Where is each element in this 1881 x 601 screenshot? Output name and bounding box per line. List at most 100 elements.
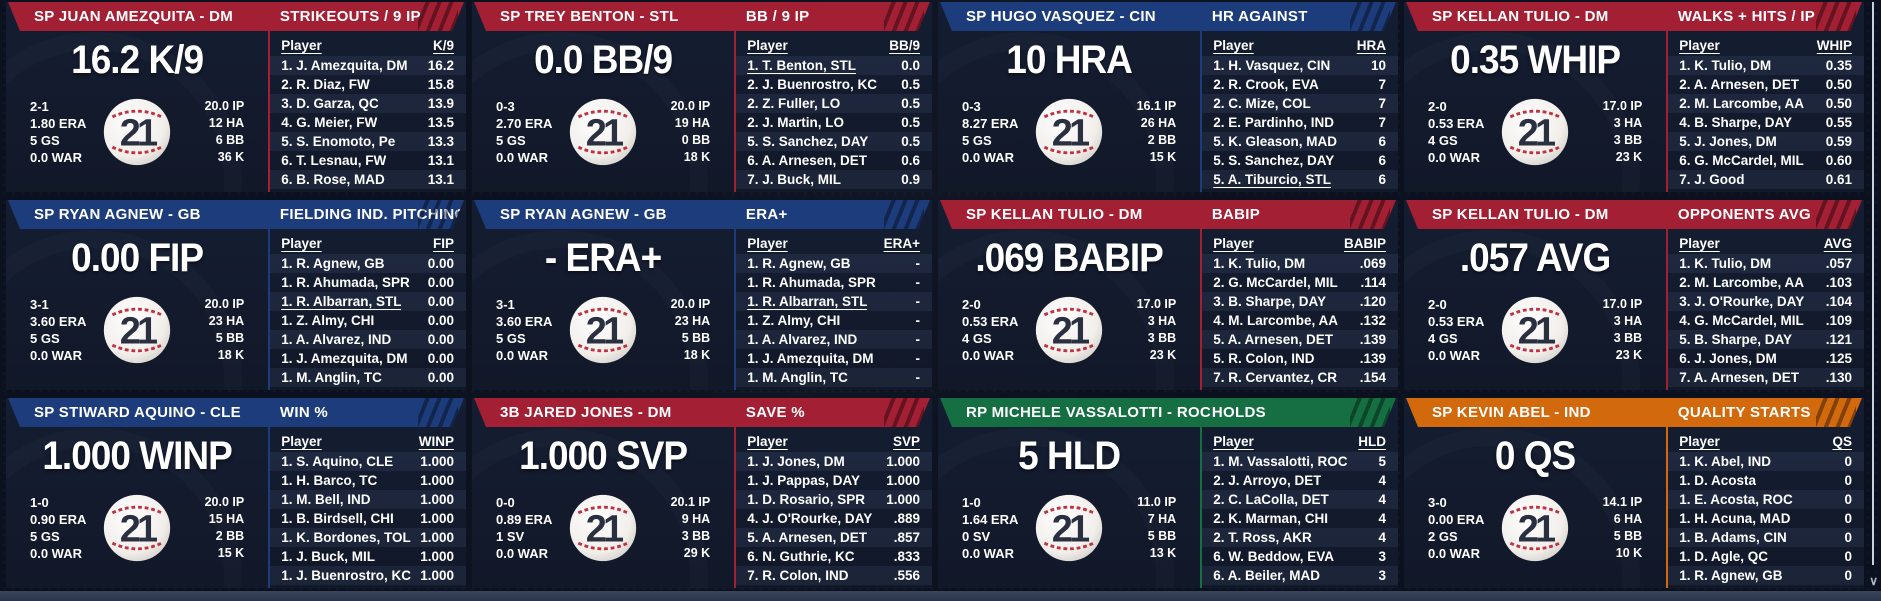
leader-player[interactable]: 1. J. Buck, MIL [281,549,375,564]
leader-player[interactable]: 4. J. O'Rourke, DAY [747,511,873,526]
leader-player[interactable]: 2. J. Buenrostro, KC [747,77,877,92]
team-logo[interactable]: 21 [567,96,639,168]
team-logo[interactable]: 21 [1499,294,1571,366]
leader-player[interactable]: 1. R. Albarran, STL [747,294,868,309]
leader-player[interactable]: 1. K. Tulio, DM [1213,256,1306,271]
leader-player[interactable]: 2. K. Marman, CHI [1213,511,1328,526]
leader-player[interactable]: 5. A. Arnesen, DET [1213,332,1333,347]
card-player-title[interactable]: SP JUAN AMEZQUITA - DM [34,8,234,25]
leader-player[interactable]: 5. A. Arnesen, DET [747,530,867,545]
leader-player[interactable]: 3. B. Sharpe, DAY [1213,294,1326,309]
leader-player[interactable]: 2. C. LaColla, DET [1213,492,1329,507]
team-logo[interactable]: 21 [1033,294,1105,366]
leader-player[interactable]: 7. R. Colon, IND [747,568,849,583]
card-player-title[interactable]: SP HUGO VASQUEZ - CIN [966,8,1156,25]
card-player-title[interactable]: SP KELLAN TULIO - DM [966,206,1143,223]
leader-player[interactable]: 1. R. Agnew, GB [747,256,851,271]
team-logo[interactable]: 21 [567,492,639,564]
leader-player[interactable]: 3. J. O'Rourke, DAY [1679,294,1805,309]
leader-player[interactable]: 4. G. Meier, FW [281,115,378,130]
chevron-down-icon[interactable]: ∨ [1869,574,1878,588]
leader-player[interactable]: 1. B. Birdsell, CHI [281,511,394,526]
leader-player[interactable]: 1. S. Aquino, CLE [281,454,394,469]
leader-player[interactable]: 5. S. Enomoto, Pe [281,134,396,149]
team-logo[interactable]: 21 [101,294,173,366]
leader-player[interactable]: 1. M. Bell, IND [281,492,371,507]
card-player-title[interactable]: SP KEVIN ABEL - IND [1432,404,1591,421]
leader-player[interactable]: 2. E. Pardinho, IND [1213,115,1334,130]
team-logo[interactable]: 21 [101,96,173,168]
leader-player[interactable]: 6. B. Rose, MAD [281,172,385,187]
leader-player[interactable]: 1. H. Barco, TC [281,473,378,488]
leader-player[interactable]: 2. T. Ross, AKR [1213,530,1312,545]
leader-player[interactable]: 5. S. Sanchez, DAY [747,134,869,149]
leader-player[interactable]: 1. M. Vassalotti, ROC [1213,454,1348,469]
leader-player[interactable]: 1. R. Agnew, GB [281,256,385,271]
leader-player[interactable]: 1. D. Rosario, SPR [747,492,865,507]
card-player-title[interactable]: SP KELLAN TULIO - DM [1432,8,1609,25]
leader-player[interactable]: 6. G. McCardel, MIL [1679,153,1804,168]
leader-player[interactable]: 1. R. Albarran, STL [281,294,402,309]
leader-player[interactable]: 5. J. Jones, DM [1679,134,1777,149]
leader-player[interactable]: 1. B. Adams, CIN [1679,530,1787,545]
leader-player[interactable]: 2. G. McCardel, MIL [1213,275,1338,290]
card-player-title[interactable]: SP TREY BENTON - STL [500,8,679,25]
leader-player[interactable]: 5. S. Sanchez, DAY [1213,153,1335,168]
leader-player[interactable]: 1. J. Amezquita, DM [281,58,408,73]
leader-player[interactable]: 3. D. Garza, QC [281,96,379,111]
card-player-title[interactable]: SP KELLAN TULIO - DM [1432,206,1609,223]
leader-player[interactable]: 1. E. Acosta, ROC [1679,492,1793,507]
leader-player[interactable]: 2. J. Arroyo, DET [1213,473,1322,488]
leader-player[interactable]: 2. C. Mize, COL [1213,96,1311,111]
leader-player[interactable]: 1. M. Anglin, TC [281,370,382,385]
leader-player[interactable]: 1. J. Jones, DM [747,454,845,469]
leader-player[interactable]: 5. R. Colon, IND [1213,351,1315,366]
leader-player[interactable]: 1. K. Tulio, DM [1679,256,1772,271]
team-logo[interactable]: 21 [1499,96,1571,168]
leader-player[interactable]: 1. T. Benton, STL [747,58,856,73]
leader-player[interactable]: 1. Z. Almy, CHI [281,313,375,328]
leader-player[interactable]: 1. R. Ahumada, SPR [281,275,410,290]
leader-player[interactable]: 4. M. Larcombe, AA [1213,313,1338,328]
leader-player[interactable]: 1. K. Abel, IND [1679,454,1771,469]
leader-player[interactable]: 5. A. Tiburcio, STL [1213,172,1331,187]
leader-player[interactable]: 1. K. Tulio, DM [1679,58,1772,73]
card-player-title[interactable]: 3B JARED JONES - DM [500,404,672,421]
leader-player[interactable]: 5. K. Gleason, MAD [1213,134,1337,149]
leader-player[interactable]: 6. A. Arnesen, DET [747,153,867,168]
team-logo[interactable]: 21 [1499,492,1571,564]
leader-player[interactable]: 7. J. Buck, MIL [747,172,841,187]
leader-player[interactable]: 7. J. Good [1679,172,1745,187]
leader-player[interactable]: 2. Z. Fuller, LO [747,96,841,111]
leader-player[interactable]: 6. A. Beiler, MAD [1213,568,1320,583]
leader-player[interactable]: 4. B. Sharpe, DAY [1679,115,1792,130]
card-player-title[interactable]: SP RYAN AGNEW - GB [500,206,667,223]
team-logo[interactable]: 21 [101,492,173,564]
leader-player[interactable]: 7. R. Cervantez, CR [1213,370,1337,385]
leader-player[interactable]: 1. R. Ahumada, SPR [747,275,876,290]
team-logo[interactable]: 21 [1033,96,1105,168]
leader-player[interactable]: 1. J. Amezquita, DM [281,351,408,366]
card-player-title[interactable]: RP MICHELE VASSALOTTI - ROC [966,404,1212,421]
leader-player[interactable]: 1. D. Acosta [1679,473,1756,488]
leader-player[interactable]: 1. H. Vasquez, CIN [1213,58,1331,73]
scrollbar-thumb[interactable] [1872,2,1874,565]
leader-player[interactable]: 2. M. Larcombe, AA [1679,96,1804,111]
leader-player[interactable]: 1. R. Agnew, GB [1679,568,1783,583]
leader-player[interactable]: 1. M. Anglin, TC [747,370,848,385]
team-logo[interactable]: 21 [1033,492,1105,564]
leader-player[interactable]: 1. J. Pappas, DAY [747,473,860,488]
card-player-title[interactable]: SP STIWARD AQUINO - CLE [34,404,241,421]
leader-player[interactable]: 2. J. Martin, LO [747,115,844,130]
leader-player[interactable]: 1. K. Bordones, TOL [281,530,411,545]
leader-player[interactable]: 5. B. Sharpe, DAY [1679,332,1792,347]
leader-player[interactable]: 2. R. Crook, EVA [1213,77,1319,92]
leader-player[interactable]: 2. R. Diaz, FW [281,77,370,92]
leader-player[interactable]: 1. J. Buenrostro, KC [281,568,411,583]
leader-player[interactable]: 1. D. Agle, QC [1679,549,1768,564]
leader-player[interactable]: 1. A. Alvarez, IND [281,332,392,347]
leader-player[interactable]: 6. N. Guthrie, KC [747,549,855,564]
team-logo[interactable]: 21 [567,294,639,366]
card-player-title[interactable]: SP RYAN AGNEW - GB [34,206,201,223]
scrollbar[interactable]: ∨ [1867,2,1878,588]
